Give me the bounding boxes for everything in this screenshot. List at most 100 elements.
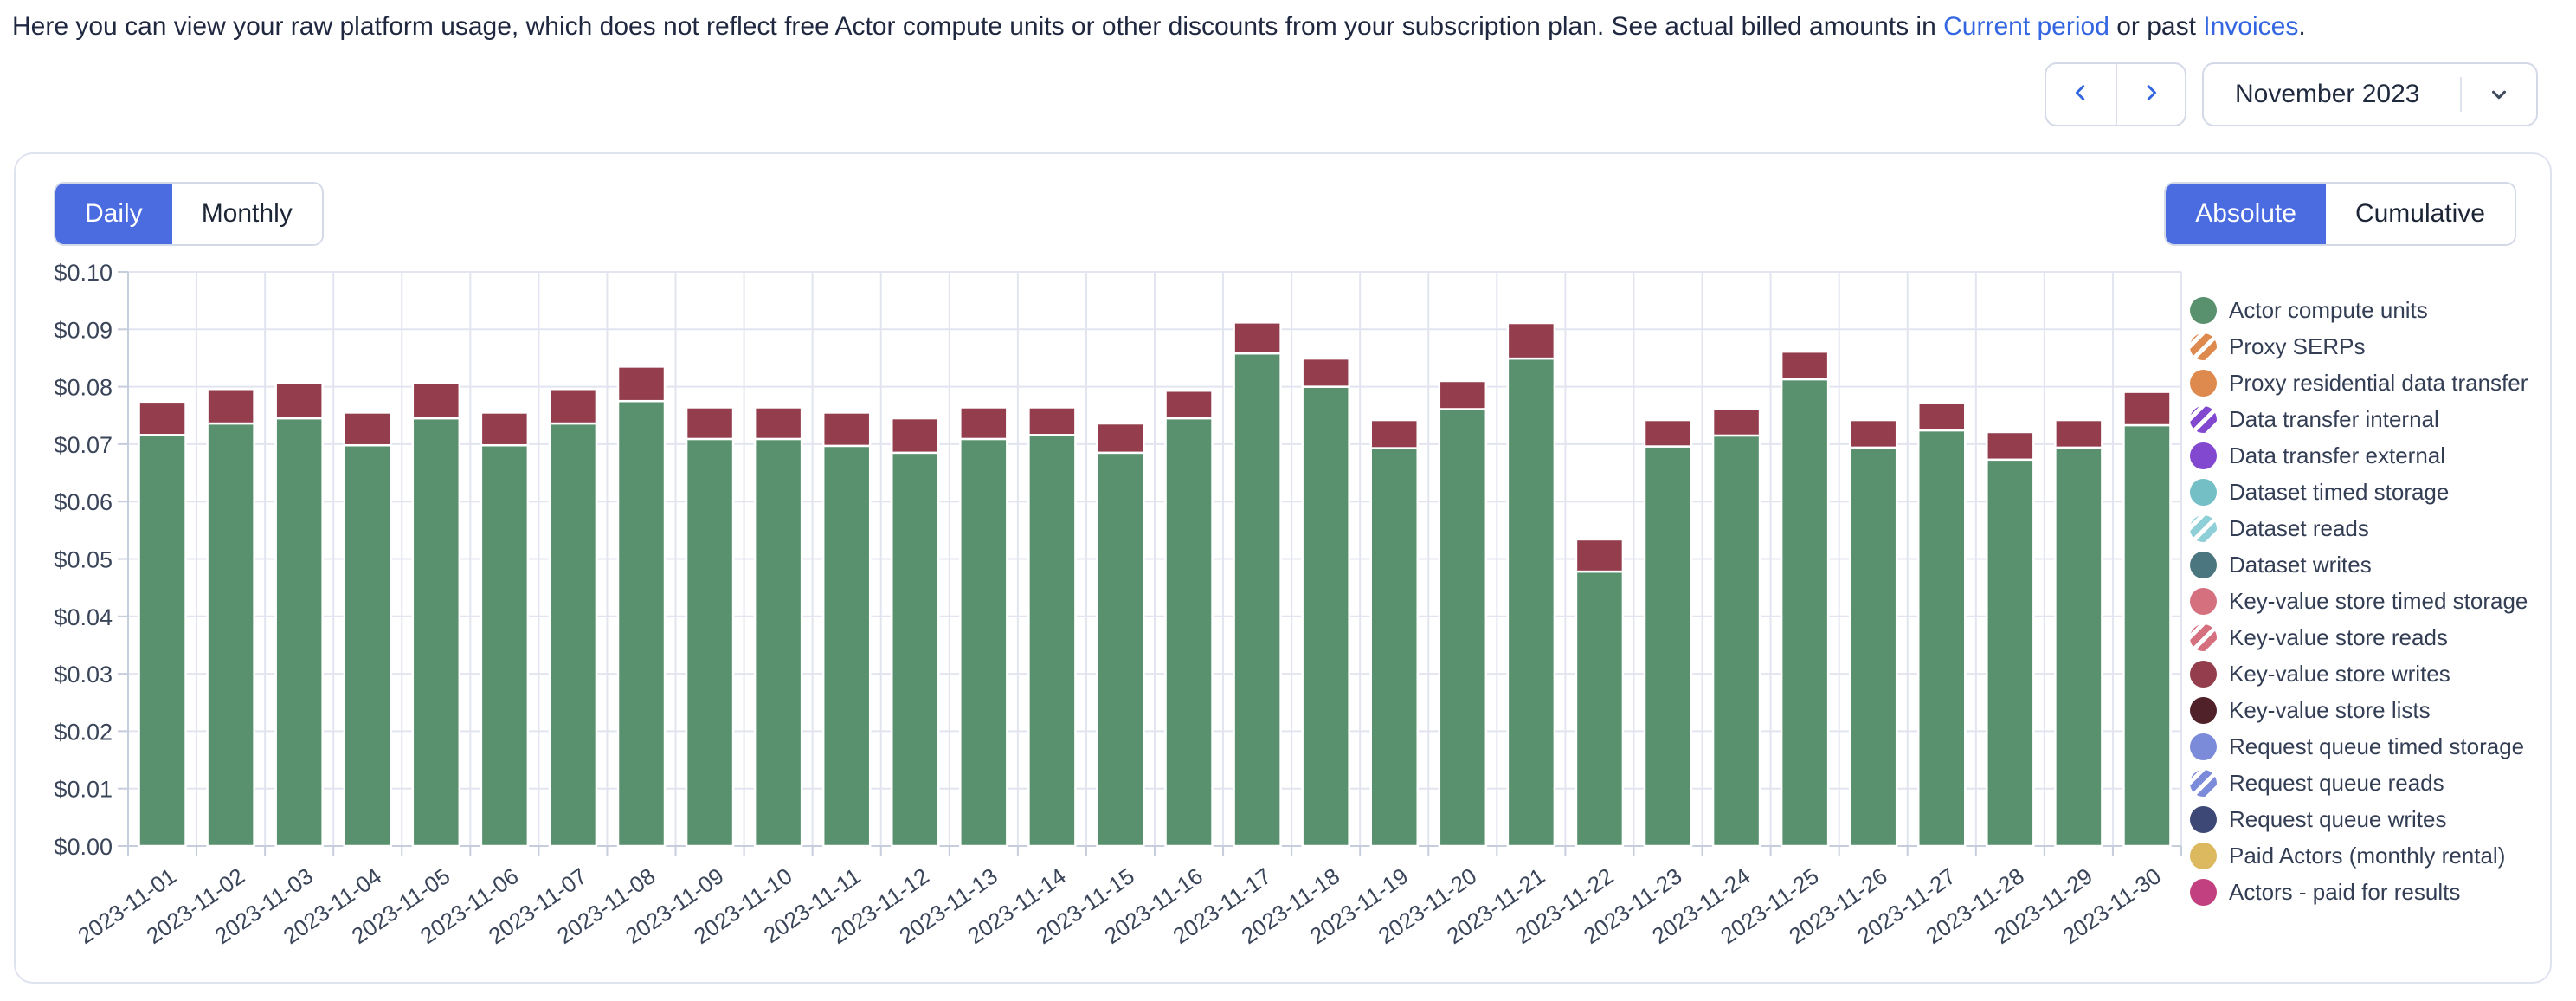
- legend-label: Key-value store timed storage: [2229, 587, 2528, 614]
- legend-item[interactable]: Actors - paid for results: [2190, 874, 2528, 910]
- bar-segment: [480, 411, 530, 447]
- invoices-link[interactable]: Invoices: [2203, 12, 2299, 41]
- description-text-1: Here you can view your raw platform usag…: [12, 12, 1944, 41]
- bar-segment: [1233, 352, 1282, 848]
- bar-segment: [753, 406, 803, 441]
- current-period-link[interactable]: Current period: [1943, 12, 2109, 41]
- mode-toggle: Absolute Cumulative: [2164, 182, 2516, 246]
- bar-segment: [1575, 570, 1625, 848]
- bar-segment: [821, 444, 872, 848]
- legend-label: Request queue writes: [2229, 805, 2447, 832]
- legend-item[interactable]: Key-value store writes: [2190, 655, 2528, 692]
- legend-label: Request queue timed storage: [2229, 733, 2525, 759]
- bar-segment: [1780, 350, 1830, 381]
- legend-item[interactable]: Dataset timed storage: [2190, 474, 2528, 510]
- bar-segment: [1643, 445, 1693, 848]
- legend-swatch-icon: [2190, 551, 2217, 578]
- next-month-button[interactable]: [2116, 64, 2185, 125]
- legend-item[interactable]: Key-value store reads: [2190, 619, 2528, 655]
- legend-item[interactable]: Dataset writes: [2190, 546, 2528, 583]
- bar-segment: [1780, 378, 1830, 848]
- legend-item[interactable]: Paid Actors (monthly rental): [2190, 837, 2528, 874]
- bar-segment: [891, 451, 940, 848]
- period-selector[interactable]: November 2023: [2202, 62, 2538, 126]
- bar-segment: [343, 411, 392, 447]
- legend-swatch-icon: [2190, 623, 2217, 651]
- bar-segment: [685, 437, 735, 848]
- legend-swatch-icon: [2190, 842, 2217, 869]
- bar-segment: [1575, 538, 1625, 573]
- bar-segment: [1848, 446, 1898, 848]
- bar-segment: [548, 388, 598, 425]
- bar-segment: [2122, 391, 2172, 427]
- legend-swatch-icon: [2190, 442, 2217, 469]
- bar-segment: [616, 399, 667, 848]
- legend-swatch-icon: [2190, 514, 2217, 542]
- legend-item[interactable]: Proxy residential data transfer: [2190, 365, 2528, 401]
- legend-label: Dataset timed storage: [2229, 478, 2450, 505]
- legend-label: Proxy residential data transfer: [2229, 369, 2528, 396]
- selector-divider: [2460, 77, 2462, 112]
- legend-swatch-icon: [2190, 878, 2217, 906]
- legend-swatch-icon: [2190, 405, 2217, 433]
- chevron-down-icon: [2462, 85, 2536, 104]
- bar-segment: [548, 422, 598, 848]
- usage-description: Here you can view your raw platform usag…: [12, 10, 2306, 44]
- legend-item[interactable]: Dataset reads: [2190, 510, 2528, 546]
- legend-label: Request queue reads: [2229, 769, 2444, 796]
- legend-label: Actor compute units: [2229, 296, 2428, 323]
- legend-item[interactable]: Key-value store lists: [2190, 692, 2528, 728]
- bar-segment: [1986, 430, 2035, 462]
- bar-segment: [343, 443, 392, 848]
- legend-swatch-icon: [2190, 333, 2217, 360]
- legend-item[interactable]: Key-value store timed storage: [2190, 583, 2528, 619]
- bar-segment: [274, 417, 324, 848]
- legend-item[interactable]: Request queue writes: [2190, 801, 2528, 837]
- legend-swatch-icon: [2190, 769, 2217, 797]
- legend-label: Dataset writes: [2229, 551, 2372, 578]
- bar-segment: [1848, 418, 1898, 449]
- bar-segment: [1233, 321, 1282, 355]
- y-tick-label: $0.09: [54, 317, 113, 343]
- bar-segment: [206, 422, 255, 848]
- bar-segment: [1438, 379, 1488, 410]
- bar-segment: [959, 437, 1008, 848]
- cumulative-tab[interactable]: Cumulative: [2325, 184, 2515, 244]
- daily-tab[interactable]: Daily: [55, 184, 172, 244]
- monthly-tab[interactable]: Monthly: [171, 184, 322, 244]
- legend-item[interactable]: Actor compute units: [2190, 292, 2528, 328]
- legend-item[interactable]: Data transfer external: [2190, 437, 2528, 474]
- legend-swatch-icon: [2190, 660, 2217, 688]
- y-tick-label: $0.08: [54, 375, 113, 401]
- bar-segment: [1711, 408, 1761, 437]
- bar-segment: [1711, 434, 1761, 848]
- bar-segment: [685, 406, 735, 441]
- legend-swatch-icon: [2190, 587, 2217, 615]
- previous-month-button[interactable]: [2046, 64, 2116, 125]
- legend-item[interactable]: Data transfer internal: [2190, 401, 2528, 437]
- legend-swatch-icon: [2190, 733, 2217, 760]
- legend-item[interactable]: Request queue reads: [2190, 765, 2528, 801]
- bar-segment: [2122, 423, 2172, 848]
- y-tick-label: $0.01: [54, 777, 113, 803]
- bar-segment: [411, 417, 461, 848]
- bar-segment: [206, 388, 255, 425]
- bar-segment: [1506, 321, 1556, 360]
- bar-segment: [1986, 458, 2035, 848]
- bar-segment: [1301, 357, 1350, 388]
- absolute-tab[interactable]: Absolute: [2166, 184, 2326, 244]
- period-selector-value: November 2023: [2235, 80, 2420, 108]
- bar-segment: [821, 411, 872, 448]
- legend-label: Key-value store reads: [2229, 623, 2448, 650]
- bar-segment: [1369, 418, 1419, 449]
- legend-label: Dataset reads: [2229, 514, 2369, 541]
- bar-segment: [2054, 446, 2103, 848]
- bar-segment: [1096, 422, 1145, 455]
- bar-segment: [1438, 408, 1488, 848]
- bar-segment: [1027, 406, 1077, 436]
- legend-item[interactable]: Proxy SERPs: [2190, 328, 2528, 365]
- y-tick-label: $0.10: [54, 260, 113, 286]
- legend-label: Data transfer internal: [2229, 405, 2439, 432]
- legend-swatch-icon: [2190, 805, 2217, 833]
- legend-item[interactable]: Request queue timed storage: [2190, 728, 2528, 765]
